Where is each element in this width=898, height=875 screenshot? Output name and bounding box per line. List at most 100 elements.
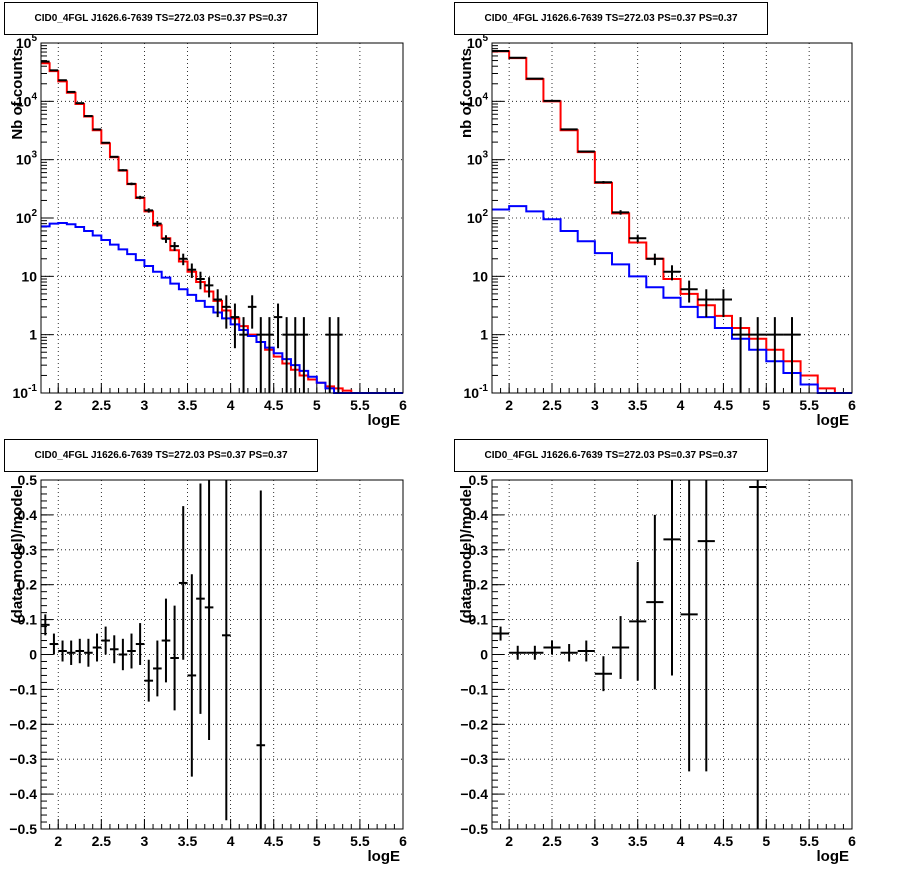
chart-title: CID0_4FGL J1626.6-7639 TS=272.03 PS=0.37… — [454, 439, 768, 472]
y-tick-label: 10-1 — [13, 383, 38, 401]
residual-point — [560, 644, 578, 662]
plot-frame-border — [40, 479, 404, 830]
residual-point — [144, 659, 154, 702]
residual-point — [526, 645, 544, 660]
residual-point — [680, 480, 698, 772]
data-point — [239, 317, 248, 393]
residual-point — [170, 605, 179, 711]
x-tick-label: 3 — [591, 833, 599, 849]
chart-title: CID0_4FGL J1626.6-7639 TS=272.03 PS=0.37… — [4, 2, 318, 35]
y-tick-exponent: -1 — [479, 383, 488, 394]
residual-point — [178, 506, 188, 660]
residual-point — [92, 633, 102, 662]
y-tick-label: 10-1 — [464, 383, 489, 401]
data-point — [247, 295, 257, 329]
x-tick-label: 5.5 — [799, 833, 819, 849]
data-point — [135, 195, 145, 200]
x-tick-label: 4 — [227, 397, 235, 413]
y-tick-exponent: 5 — [31, 33, 37, 44]
data-point — [697, 289, 715, 318]
data-point — [170, 242, 179, 251]
x-tick-label: 3.5 — [628, 833, 648, 849]
x-tick-label: 3.5 — [628, 397, 648, 413]
y-tick-label: 1 — [480, 327, 488, 343]
data-point — [256, 317, 266, 393]
residual-point — [697, 480, 715, 772]
y-tick-label: −0.4 — [9, 786, 37, 802]
residual-point — [58, 640, 67, 662]
y-tick-label: −0.1 — [9, 681, 37, 697]
y-tick-label: 10 — [472, 268, 488, 284]
y-tick-label: 0.3 — [469, 542, 489, 558]
x-tick-label: 2 — [54, 833, 62, 849]
chart-counts-right: 2 2.5 3 3.5 4 4.5 5 5.5 6 10-1 1 10 102 103 104 105 logE… — [449, 0, 898, 437]
residual-point — [204, 480, 214, 741]
residual-point — [66, 640, 76, 665]
x-tick-label: 2 — [505, 397, 513, 413]
data-point — [543, 99, 561, 102]
y-axis-label: (data-model)/model — [9, 485, 26, 623]
data-point — [204, 277, 214, 298]
x-tick-label: 5.5 — [350, 397, 370, 413]
data-point — [299, 317, 309, 393]
y-tick-label: 0.4 — [18, 507, 38, 523]
residual-point — [187, 574, 197, 777]
y-tick-exponent: 3 — [482, 150, 488, 161]
data-point — [187, 263, 197, 278]
data-point — [265, 317, 274, 393]
data-point — [75, 102, 85, 105]
x-tick-label: 2.5 — [542, 833, 562, 849]
x-tick-label: 6 — [848, 397, 856, 413]
y-tick-label: 0.1 — [18, 612, 38, 628]
y-tick-label: 0.5 — [18, 472, 38, 488]
data-point — [325, 317, 335, 393]
y-tick-label: 0.4 — [469, 507, 489, 523]
y-tick-label: −0.5 — [460, 821, 488, 837]
y-tick-label: −0.2 — [9, 716, 37, 732]
residual-point — [663, 480, 681, 676]
x-tick-label: 3 — [141, 833, 149, 849]
data-point — [84, 115, 93, 118]
x-axis-label: logE — [368, 412, 401, 429]
data-point — [646, 253, 664, 266]
data-point — [109, 155, 119, 158]
y-tick-label: 1 — [29, 327, 37, 343]
y-axis-label: (data-model)/model — [458, 485, 475, 623]
x-tick-label: 4 — [227, 833, 235, 849]
residual-point — [118, 638, 128, 671]
y-tick-exponent: 2 — [31, 208, 37, 219]
residual-point — [256, 490, 266, 829]
x-tick-label: 4.5 — [264, 833, 284, 849]
x-tick-label: 5 — [313, 397, 321, 413]
data-point — [282, 317, 291, 393]
plot-frame-border — [491, 42, 853, 394]
y-tick-exponent: 4 — [31, 91, 37, 102]
x-tick-label: 5 — [313, 833, 321, 849]
histogram-series — [41, 222, 403, 394]
data-point — [273, 303, 283, 349]
x-tick-label: 2 — [54, 397, 62, 413]
y-tick-label: 103 — [16, 150, 38, 168]
y-tick-exponent: 4 — [482, 91, 488, 102]
y-tick-label: 0.5 — [469, 472, 489, 488]
y-tick-label: 0.1 — [469, 612, 489, 628]
residual-point — [492, 626, 510, 641]
chart-residuals-right-plot: 2 2.5 3 3.5 4 4.5 5 5.5 6 −0.5 −0.4 −0.3 −0.2 −0.1 0 0.… — [458, 472, 856, 865]
residual-point — [612, 616, 630, 679]
data-point — [230, 303, 240, 349]
x-tick-label: 3 — [141, 397, 149, 413]
chart-counts-left-plot: 2 2.5 3 3.5 4 4.5 5 5.5 610-1110102103104105logE… — [9, 33, 407, 429]
data-point — [783, 317, 801, 393]
chart-title: CID0_4FGL J1626.6-7639 TS=272.03 PS=0.37… — [4, 439, 318, 472]
residual-point — [594, 656, 612, 692]
residual-point — [161, 598, 171, 683]
x-tick-label: 2.5 — [542, 397, 562, 413]
chart-title: CID0_4FGL J1626.6-7639 TS=272.03 PS=0.37… — [454, 2, 768, 35]
residual-point — [543, 640, 561, 655]
y-tick-label: 102 — [16, 208, 38, 226]
data-point — [766, 317, 784, 393]
data-point — [560, 128, 578, 131]
x-tick-label: 3.5 — [178, 397, 198, 413]
data-point — [594, 181, 612, 184]
chart-residuals-left: 2 2.5 3 3.5 4 4.5 5 5.5 6 −0.5 −0.4 −0.3 −0.2 −0.1 0 0.… — [0, 437, 449, 875]
